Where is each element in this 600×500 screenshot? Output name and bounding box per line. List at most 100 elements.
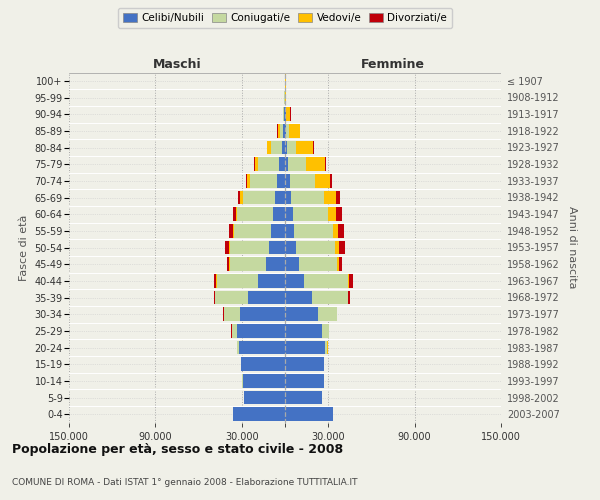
Bar — [283, 124, 285, 138]
Bar — [318, 308, 337, 321]
Bar — [289, 124, 300, 138]
Bar — [285, 174, 290, 188]
Y-axis label: Fasce di età: Fasce di età — [19, 214, 29, 280]
Bar — [325, 158, 326, 171]
Bar — [296, 140, 313, 154]
Bar — [337, 258, 339, 271]
Bar — [285, 374, 324, 388]
Bar — [278, 124, 280, 138]
Bar — [287, 140, 296, 154]
Bar — [285, 274, 304, 287]
Bar — [285, 324, 322, 338]
Bar — [286, 108, 290, 121]
Bar — [248, 290, 285, 304]
Bar — [288, 158, 306, 171]
Bar — [229, 224, 233, 237]
Bar — [257, 274, 285, 287]
Bar — [325, 340, 328, 354]
Bar — [277, 174, 285, 188]
Bar — [275, 190, 285, 204]
Bar — [338, 224, 344, 237]
Legend: Celibi/Nubili, Coniugati/e, Vedovi/e, Divorziati/e: Celibi/Nubili, Coniugati/e, Vedovi/e, Di… — [118, 8, 452, 28]
Bar — [255, 158, 259, 171]
Bar — [242, 374, 285, 388]
Text: COMUNE DI ROMA - Dati ISTAT 1° gennaio 2008 - Elaborazione TUTTITALIA.IT: COMUNE DI ROMA - Dati ISTAT 1° gennaio 2… — [12, 478, 358, 487]
Bar — [238, 324, 285, 338]
Bar — [230, 258, 266, 271]
Bar — [322, 324, 329, 338]
Bar — [336, 190, 340, 204]
Bar — [269, 240, 285, 254]
Bar — [291, 190, 323, 204]
Bar — [295, 224, 332, 237]
Bar — [233, 224, 234, 237]
Bar — [313, 290, 347, 304]
Bar — [238, 190, 240, 204]
Bar — [330, 174, 332, 188]
Bar — [285, 224, 295, 237]
Bar — [338, 240, 345, 254]
Bar — [323, 190, 336, 204]
Bar — [315, 174, 330, 188]
Bar — [293, 208, 328, 221]
Bar — [285, 240, 296, 254]
Bar — [215, 290, 248, 304]
Bar — [285, 340, 325, 354]
Bar — [232, 324, 238, 338]
Bar — [299, 258, 337, 271]
Text: Popolazione per età, sesso e stato civile - 2008: Popolazione per età, sesso e stato civil… — [12, 442, 343, 456]
Bar — [336, 208, 341, 221]
Bar — [285, 158, 288, 171]
Bar — [285, 408, 332, 421]
Bar — [254, 158, 255, 171]
Y-axis label: Anni di nascita: Anni di nascita — [567, 206, 577, 288]
Bar — [233, 408, 285, 421]
Bar — [238, 208, 273, 221]
Bar — [271, 140, 282, 154]
Bar — [285, 290, 313, 304]
Bar — [273, 208, 285, 221]
Bar — [236, 208, 238, 221]
Bar — [227, 258, 229, 271]
Bar — [284, 108, 285, 121]
Text: Femmine: Femmine — [361, 58, 425, 71]
Bar — [285, 140, 287, 154]
Bar — [245, 174, 247, 188]
Bar — [290, 174, 315, 188]
Bar — [282, 140, 285, 154]
Bar — [233, 208, 236, 221]
Bar — [285, 358, 324, 371]
Bar — [349, 274, 353, 287]
Bar — [214, 290, 215, 304]
Bar — [285, 124, 286, 138]
Bar — [241, 308, 285, 321]
Bar — [335, 240, 338, 254]
Bar — [242, 190, 275, 204]
Bar — [214, 274, 216, 287]
Bar — [237, 340, 239, 354]
Bar — [328, 208, 336, 221]
Bar — [223, 308, 224, 321]
Bar — [259, 158, 279, 171]
Bar — [234, 224, 271, 237]
Bar — [247, 174, 250, 188]
Bar — [332, 224, 338, 237]
Bar — [285, 308, 318, 321]
Bar — [285, 258, 299, 271]
Bar — [267, 140, 271, 154]
Bar — [285, 208, 293, 221]
Bar — [296, 240, 335, 254]
Bar — [304, 274, 349, 287]
Bar — [250, 174, 277, 188]
Bar — [224, 308, 241, 321]
Bar — [244, 390, 285, 404]
Bar — [286, 124, 289, 138]
Bar — [229, 240, 230, 254]
Bar — [240, 190, 242, 204]
Bar — [279, 158, 285, 171]
Bar — [239, 340, 285, 354]
Bar — [266, 258, 285, 271]
Bar — [225, 240, 229, 254]
Bar — [285, 390, 322, 404]
Bar — [217, 274, 257, 287]
